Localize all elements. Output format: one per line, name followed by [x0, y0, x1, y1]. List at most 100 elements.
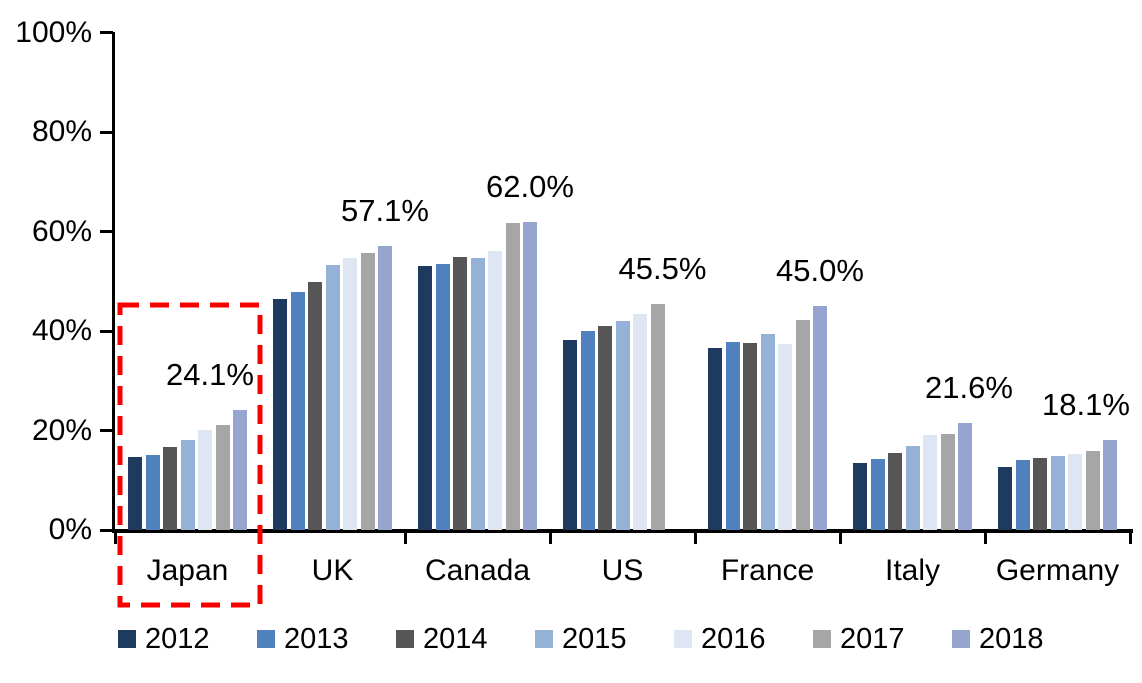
bar-italy-2015: [905, 445, 920, 530]
bar-france-2014: [743, 342, 757, 530]
bar-germany-2012: [998, 466, 1012, 530]
data-label-canada: 62.0%: [486, 168, 574, 204]
y-axis-tick-label: 80%: [31, 115, 92, 148]
bar-japan-2014: [163, 447, 177, 530]
y-axis-tick: [100, 528, 113, 532]
category-label-us: US: [601, 554, 644, 587]
y-axis-tick: [100, 230, 113, 233]
legend-label-2015: 2015: [562, 623, 627, 655]
legend-label-2017: 2017: [840, 623, 905, 655]
bar-uk-2015: [325, 265, 340, 530]
legend-swatch-2015: [535, 630, 553, 648]
data-label-germany: 18.1%: [1042, 386, 1130, 422]
bar-france-2016: [778, 343, 792, 530]
bar-canada-2014: [453, 257, 467, 530]
bar-canada-2012: [418, 266, 432, 530]
x-axis-line: [112, 529, 1133, 533]
bar-france-2017: [795, 319, 810, 530]
bar-canada-2016: [488, 250, 502, 530]
legend-swatch-2013: [257, 630, 275, 648]
y-axis-tick: [100, 429, 113, 432]
bar-germany-2018: [1103, 439, 1117, 530]
bar-canada-2015: [470, 258, 485, 530]
legend-label-2013: 2013: [284, 623, 349, 655]
bar-japan-2017: [215, 424, 230, 530]
highlight-box-japan: [117, 302, 263, 608]
y-axis-tick: [100, 130, 113, 134]
category-label-italy: Italy: [884, 554, 941, 587]
category-label-uk: UK: [311, 554, 354, 587]
bar-uk-2012: [273, 299, 287, 530]
y-axis-tick-label: 0%: [48, 513, 92, 546]
bar-italy-2018: [958, 422, 972, 530]
bar-france-2013: [725, 341, 740, 530]
bar-japan-2016: [198, 430, 212, 530]
legend-item-2012: 2012: [118, 623, 210, 655]
bar-germany-2017: [1085, 450, 1100, 530]
bar-us-2013: [580, 331, 595, 530]
bar-france-2012: [708, 347, 722, 530]
bar-us-2016: [633, 313, 647, 530]
x-axis-tick: [113, 531, 117, 544]
legend-label-2014: 2014: [423, 623, 488, 655]
bar-italy-2012: [853, 463, 867, 530]
bar-germany-2016: [1068, 453, 1082, 530]
y-axis-tick-label: 100%: [15, 15, 92, 49]
x-axis-tick: [403, 531, 407, 544]
bar-germany-2013: [1015, 459, 1030, 530]
category-label-canada: Canada: [424, 554, 531, 587]
bar-japan-2015: [180, 439, 195, 530]
bar-germany-2014: [1033, 458, 1047, 530]
y-axis-tick: [100, 329, 113, 333]
category-label-japan: Japan: [146, 554, 229, 587]
bar-japan-2012: [128, 456, 142, 530]
x-axis-tick: [838, 531, 842, 544]
bar-uk-2013: [290, 292, 305, 530]
y-axis-tick-label: 20%: [31, 413, 92, 447]
legend-item-2017: 2017: [813, 623, 905, 655]
legend-item-2016: 2016: [674, 623, 766, 655]
highlight-box-rect: [117, 302, 263, 608]
bar-us-2017: [650, 303, 665, 530]
x-axis-tick: [983, 531, 987, 544]
bar-italy-2014: [888, 453, 902, 530]
bar-canada-2013: [435, 264, 450, 530]
y-axis-tick: [100, 31, 113, 34]
bar-us-2014: [598, 326, 612, 530]
data-label-japan: 24.1%: [166, 357, 254, 393]
data-label-us: 45.5%: [618, 250, 707, 286]
bar-canada-2017: [505, 223, 520, 530]
bar-japan-2018: [233, 410, 247, 530]
data-label-uk: 57.1%: [341, 192, 429, 228]
bar-france-2018: [813, 306, 827, 530]
category-label-germany: Germany: [995, 554, 1120, 587]
bar-us-2015: [615, 321, 630, 530]
legend-item-2015: 2015: [535, 623, 627, 655]
legend-swatch-2012: [118, 630, 136, 648]
legend-label-2012: 2012: [145, 623, 210, 655]
x-axis-tick: [693, 531, 697, 544]
legend-label-2018: 2018: [979, 623, 1044, 655]
legend-swatch-2018: [952, 630, 970, 648]
bar-uk-2014: [308, 281, 322, 530]
x-axis-tick: [548, 531, 552, 544]
legend-swatch-2014: [396, 630, 414, 648]
legend-label-2016: 2016: [701, 623, 766, 655]
x-axis-tick: [1128, 531, 1132, 544]
bar-france-2015: [760, 334, 775, 530]
bar-us-2012: [563, 339, 577, 530]
bar-uk-2018: [378, 245, 392, 530]
category-label-france: France: [720, 554, 815, 587]
y-axis-tick-label: 60%: [31, 214, 92, 248]
legend-item-2013: 2013: [257, 623, 349, 655]
bar-uk-2016: [343, 257, 357, 530]
y-axis-line: [112, 32, 115, 533]
bar-italy-2016: [923, 435, 937, 530]
y-axis-tick-label: 40%: [31, 314, 92, 347]
data-label-france: 45.0%: [776, 253, 864, 289]
legend-swatch-2017: [813, 630, 831, 648]
legend-item-2018: 2018: [952, 623, 1044, 655]
legend-swatch-2016: [674, 630, 692, 648]
bar-italy-2013: [870, 459, 885, 530]
